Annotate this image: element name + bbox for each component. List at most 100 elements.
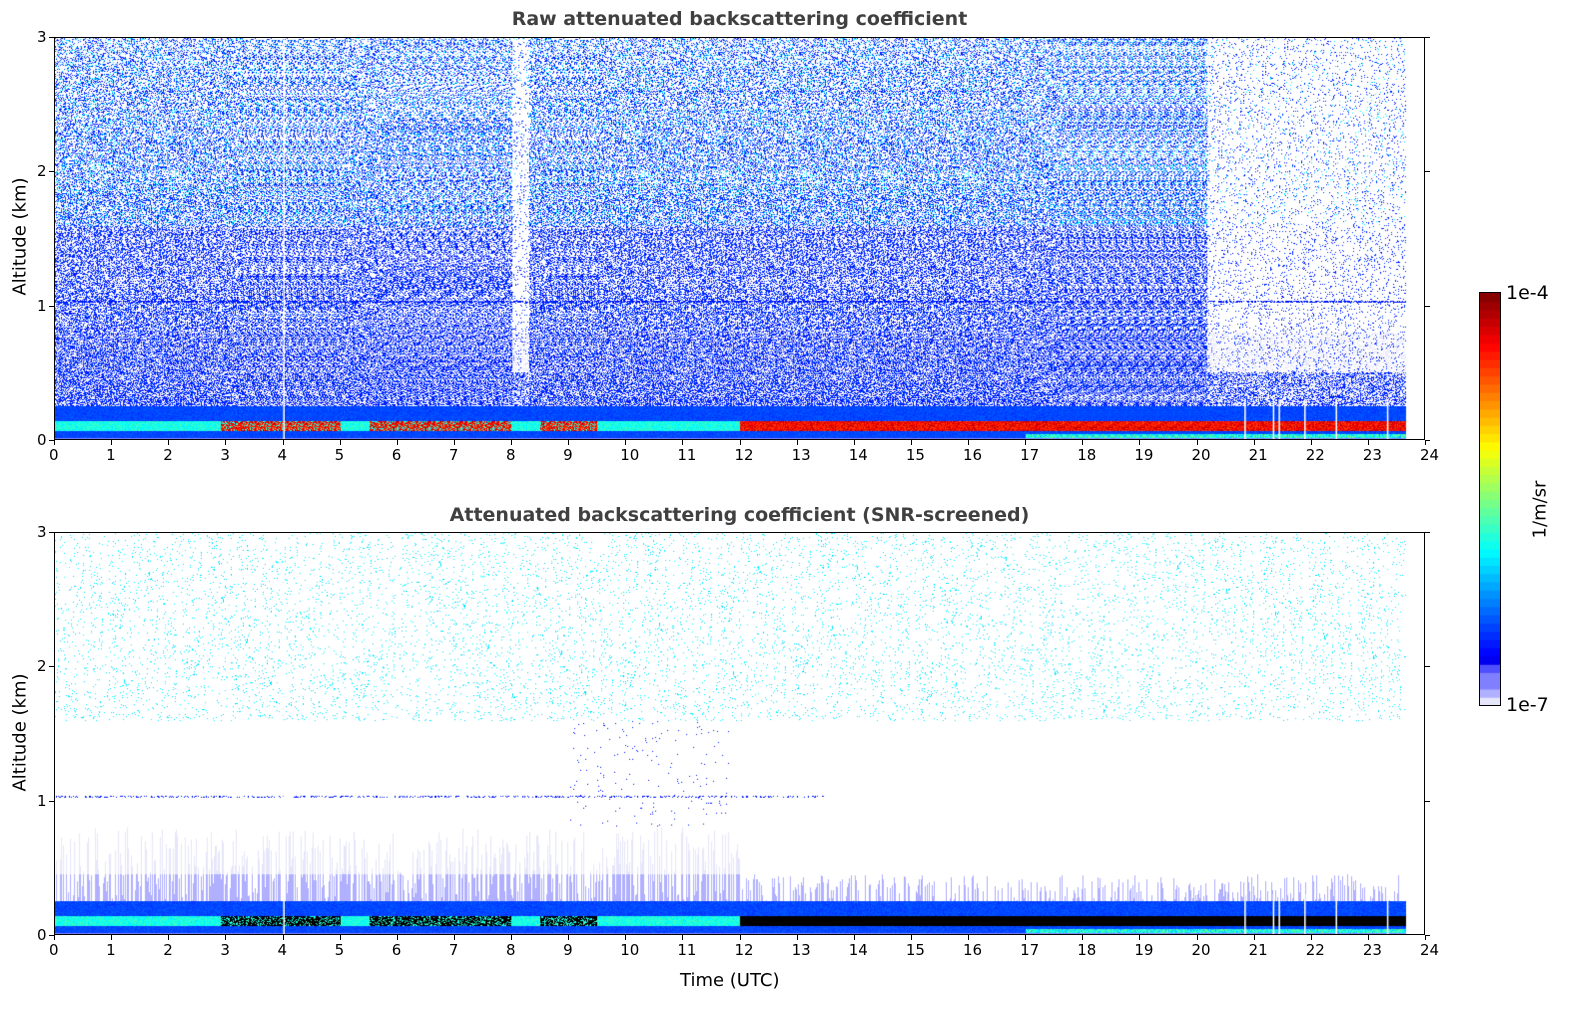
x-tick — [910, 935, 912, 940]
x-tick — [54, 935, 55, 940]
x-tick — [225, 440, 227, 445]
x-tick-label: 12 — [734, 941, 754, 959]
x-tick — [1425, 935, 1426, 940]
x-tick-label: 10 — [620, 941, 640, 959]
x-tick — [682, 935, 684, 940]
x-tick — [1310, 440, 1312, 445]
x-tick-label: 24 — [1420, 941, 1440, 959]
x-tick — [396, 935, 398, 940]
y-tick-label: 2 — [37, 162, 47, 181]
x-tick — [453, 440, 455, 445]
x-tick-label: 4 — [277, 446, 288, 464]
x-tick-label: 1 — [106, 446, 116, 464]
x-tick-label: 8 — [506, 446, 516, 464]
x-tick-label: 3 — [220, 446, 230, 464]
y-tick — [49, 532, 54, 533]
x-tick — [625, 935, 627, 940]
x-tick-label: 3 — [220, 941, 230, 959]
x-tick — [453, 935, 455, 940]
colorbar-min-label: 1e-7 — [1506, 694, 1549, 716]
x-tick-label: 24 — [1420, 446, 1440, 464]
x-tick-label: 9 — [563, 446, 573, 464]
x-tick — [568, 935, 570, 940]
x-tick-label: 17 — [1020, 941, 1040, 959]
y-tick — [49, 800, 54, 802]
y-tick — [1425, 305, 1430, 307]
x-tick-label: 15 — [905, 941, 925, 959]
x-tick-label: 10 — [620, 446, 640, 464]
x-tick — [111, 440, 113, 445]
bottom-panel-heatmap — [54, 532, 1425, 935]
x-tick-label: 17 — [1020, 446, 1040, 464]
colorbar-gradient — [1480, 293, 1500, 705]
x-tick-label: 0 — [49, 446, 59, 464]
x-tick — [910, 440, 912, 445]
x-tick — [1253, 440, 1255, 445]
y-tick — [1425, 440, 1430, 441]
y-tick — [1425, 37, 1430, 38]
x-tick-label: 20 — [1191, 941, 1211, 959]
y-tick — [49, 440, 54, 441]
x-tick — [625, 440, 627, 445]
bottom-y-axis-label: Altitude (km) — [9, 673, 31, 792]
x-tick — [796, 935, 798, 940]
y-tick-label: 0 — [37, 431, 47, 449]
x-tick-label: 14 — [848, 446, 868, 464]
x-tick — [1082, 935, 1084, 940]
x-tick-label: 11 — [677, 941, 697, 959]
x-tick — [568, 440, 570, 445]
x-tick — [739, 440, 741, 445]
x-tick-label: 6 — [391, 446, 402, 464]
x-tick-label: 12 — [734, 446, 754, 464]
x-tick — [1196, 440, 1198, 445]
top-y-axis-label: Altitude (km) — [9, 177, 31, 296]
x-tick — [339, 935, 341, 940]
x-tick-label: 2 — [163, 941, 173, 959]
top-panel-heatmap — [54, 37, 1425, 440]
y-tick — [1425, 666, 1430, 668]
y-tick-label: 1 — [37, 296, 47, 315]
x-tick — [1367, 935, 1369, 940]
x-tick-label: 0 — [49, 941, 59, 959]
x-tick-label: 5 — [334, 941, 345, 959]
x-tick-label: 18 — [1077, 941, 1097, 959]
y-tick — [49, 37, 54, 38]
x-tick-label: 16 — [963, 941, 983, 959]
x-tick — [168, 440, 170, 445]
x-tick — [511, 935, 512, 940]
colorbar-max-label: 1e-4 — [1506, 282, 1549, 304]
x-tick — [111, 935, 113, 940]
x-tick — [1082, 440, 1084, 445]
x-tick-label: 4 — [277, 941, 288, 959]
x-tick-label: 6 — [391, 941, 402, 959]
y-tick — [1425, 800, 1430, 802]
x-tick — [396, 440, 398, 445]
x-tick-label: 20 — [1191, 446, 1211, 464]
x-tick-label: 2 — [163, 446, 173, 464]
x-tick-label: 13 — [791, 446, 811, 464]
x-tick-label: 23 — [1362, 446, 1382, 464]
top-panel-title: Raw attenuated backscattering coefficien… — [511, 8, 968, 30]
x-tick — [1139, 440, 1141, 445]
y-tick — [49, 305, 54, 307]
x-tick-label: 8 — [506, 941, 516, 959]
x-tick — [282, 440, 284, 445]
y-tick — [49, 935, 54, 936]
x-tick-label: 1 — [106, 941, 116, 959]
x-tick-label: 22 — [1305, 941, 1325, 959]
x-tick — [1025, 440, 1027, 445]
x-tick — [1367, 440, 1369, 445]
x-tick-label: 13 — [791, 941, 811, 959]
y-tick — [49, 171, 54, 173]
x-tick — [1139, 935, 1141, 940]
y-tick — [1425, 532, 1430, 533]
x-tick — [339, 440, 341, 445]
y-tick-label: 3 — [37, 523, 47, 541]
y-tick-label: 2 — [37, 657, 47, 676]
y-tick-label: 1 — [37, 791, 47, 810]
x-tick — [968, 440, 969, 445]
x-tick-label: 11 — [677, 446, 697, 464]
x-tick — [1253, 935, 1255, 940]
screened-backscatter-heatmap — [55, 533, 1424, 934]
x-tick — [168, 935, 170, 940]
